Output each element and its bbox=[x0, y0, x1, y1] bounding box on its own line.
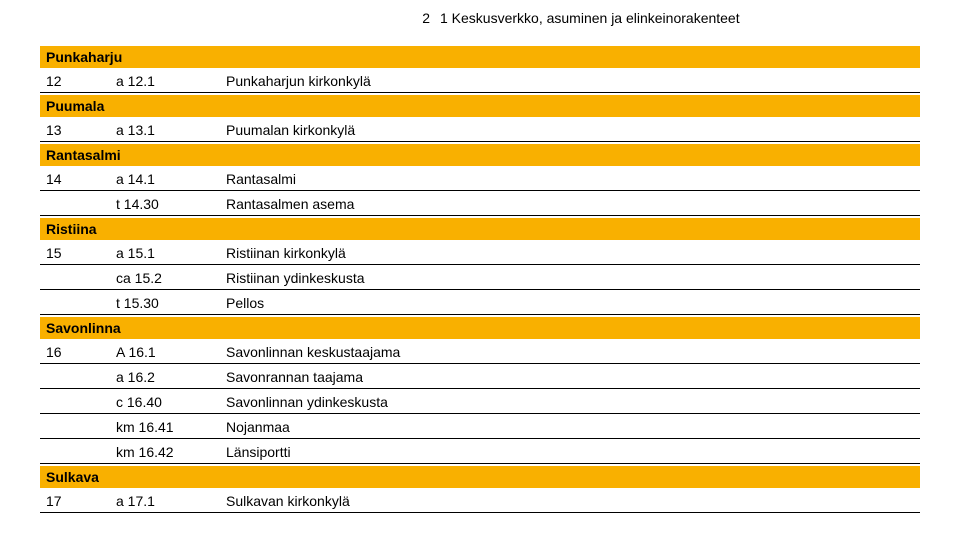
table-row: 13a 13.1Puumalan kirkonkylä bbox=[40, 119, 920, 142]
table-row: km 16.42Länsiportti bbox=[40, 441, 920, 464]
cell-c1: 12 bbox=[40, 70, 110, 93]
cell-c3: Nojanmaa bbox=[220, 416, 920, 439]
cell-c2: A 16.1 bbox=[110, 341, 220, 364]
table-row: a 16.2Savonrannan taajama bbox=[40, 366, 920, 389]
table-row: ca 15.2Ristiinan ydinkeskusta bbox=[40, 267, 920, 290]
section-name: Puumala bbox=[40, 95, 920, 117]
page-title: 1 Keskusverkko, asuminen ja elinkeinorak… bbox=[440, 10, 920, 26]
cell-c1 bbox=[40, 441, 110, 464]
table-row: 15a 15.1Ristiinan kirkonkylä bbox=[40, 242, 920, 265]
cell-c2: km 16.41 bbox=[110, 416, 220, 439]
cell-c3: Savonrannan taajama bbox=[220, 366, 920, 389]
cell-c1 bbox=[40, 416, 110, 439]
cell-c1: 16 bbox=[40, 341, 110, 364]
cell-c2: ca 15.2 bbox=[110, 267, 220, 290]
section-name: Ristiina bbox=[40, 218, 920, 240]
section-header: Sulkava bbox=[40, 466, 920, 488]
cell-c3: Ristiinan kirkonkylä bbox=[220, 242, 920, 265]
cell-c3: Rantasalmen asema bbox=[220, 193, 920, 216]
cell-c3: Punkaharjun kirkonkylä bbox=[220, 70, 920, 93]
table-row: 12a 12.1Punkaharjun kirkonkylä bbox=[40, 70, 920, 93]
table-row: c 16.40Savonlinnan ydinkeskusta bbox=[40, 391, 920, 414]
cell-c1 bbox=[40, 366, 110, 389]
cell-c2: a 16.2 bbox=[110, 366, 220, 389]
section-header: Savonlinna bbox=[40, 317, 920, 339]
cell-c3: Puumalan kirkonkylä bbox=[220, 119, 920, 142]
cell-c2: t 14.30 bbox=[110, 193, 220, 216]
cell-c2: a 15.1 bbox=[110, 242, 220, 265]
table-row: 14a 14.1Rantasalmi bbox=[40, 168, 920, 191]
cell-c2: t 15.30 bbox=[110, 292, 220, 315]
cell-c2: c 16.40 bbox=[110, 391, 220, 414]
section-header: Ristiina bbox=[40, 218, 920, 240]
cell-c1 bbox=[40, 267, 110, 290]
cell-c3: Savonlinnan ydinkeskusta bbox=[220, 391, 920, 414]
cell-c1: 14 bbox=[40, 168, 110, 191]
cell-c1: 13 bbox=[40, 119, 110, 142]
cell-c2: km 16.42 bbox=[110, 441, 220, 464]
cell-c1: 15 bbox=[40, 242, 110, 265]
table-row: 16A 16.1Savonlinnan keskustaajama bbox=[40, 341, 920, 364]
table-row: t 14.30Rantasalmen asema bbox=[40, 193, 920, 216]
cell-c1 bbox=[40, 391, 110, 414]
table-row: km 16.41Nojanmaa bbox=[40, 416, 920, 439]
section-header: Rantasalmi bbox=[40, 144, 920, 166]
cell-c1 bbox=[40, 193, 110, 216]
section-header: Puumala bbox=[40, 95, 920, 117]
cell-c2: a 12.1 bbox=[110, 70, 220, 93]
cell-c1 bbox=[40, 292, 110, 315]
cell-c3: Länsiportti bbox=[220, 441, 920, 464]
cell-c2: a 13.1 bbox=[110, 119, 220, 142]
cell-c3: Savonlinnan keskustaajama bbox=[220, 341, 920, 364]
page-number: 2 bbox=[40, 10, 440, 26]
section-name: Punkaharju bbox=[40, 46, 920, 68]
cell-c2: a 14.1 bbox=[110, 168, 220, 191]
cell-c3: Pellos bbox=[220, 292, 920, 315]
data-table: Punkaharju12a 12.1Punkaharjun kirkonkylä… bbox=[40, 44, 920, 515]
section-name: Savonlinna bbox=[40, 317, 920, 339]
section-header: Punkaharju bbox=[40, 46, 920, 68]
cell-c3: Ristiinan ydinkeskusta bbox=[220, 267, 920, 290]
section-name: Rantasalmi bbox=[40, 144, 920, 166]
cell-c3: Rantasalmi bbox=[220, 168, 920, 191]
table-row: t 15.30Pellos bbox=[40, 292, 920, 315]
page-container: 2 1 Keskusverkko, asuminen ja elinkeinor… bbox=[0, 0, 960, 535]
section-name: Sulkava bbox=[40, 466, 920, 488]
page-header: 2 1 Keskusverkko, asuminen ja elinkeinor… bbox=[40, 10, 920, 26]
